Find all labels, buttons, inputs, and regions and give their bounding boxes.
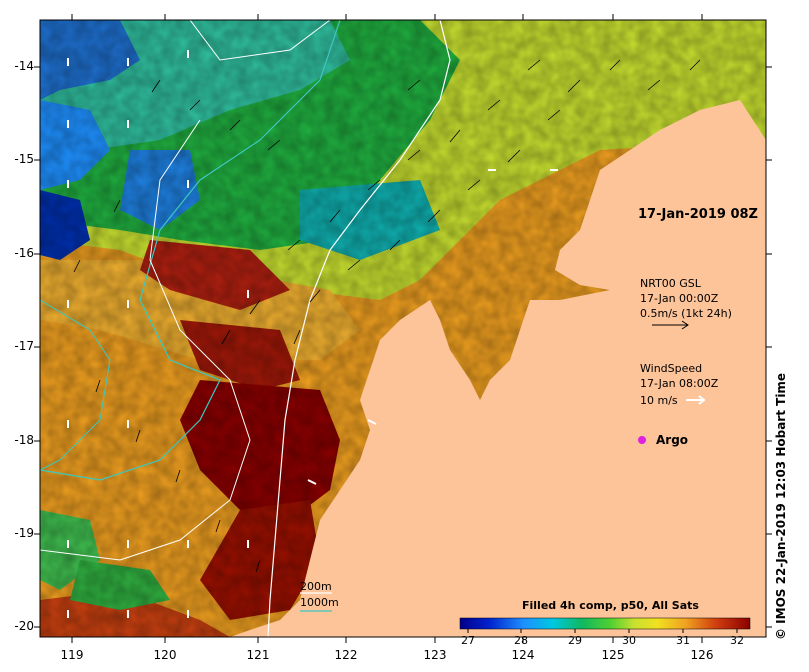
current-legend-arrow [652, 320, 689, 330]
colorbar-tick-label: 27 [461, 634, 475, 647]
x-tick-label: 120 [153, 648, 177, 662]
x-tick-label: 119 [60, 648, 84, 662]
current-legend-title: NRT00 GSL [640, 277, 701, 290]
sst-field [40, 20, 766, 637]
colorbar [459, 617, 751, 630]
x-tick-label: 123 [423, 648, 447, 662]
colorbar-tick-label: 30 [622, 634, 636, 647]
wind-vectors [67, 50, 558, 618]
colorbar-title: Filled 4h comp, p50, All Sats [522, 599, 699, 612]
colorbar-tick-label: 29 [568, 634, 582, 647]
current-vectors [73, 59, 701, 573]
y-tick-label: -20 [14, 619, 34, 633]
wind-legend-arrow [686, 395, 706, 405]
isobath-legend-1000-label: 1000m [300, 596, 339, 609]
current-legend-scale: 0.5m/s (1kt 24h) [640, 307, 732, 320]
imos-credit: © IMOS 22-Jan-2019 12:03 Hobart Time [774, 372, 788, 640]
colorbar-ticks [467, 629, 738, 633]
wind-legend-title: WindSpeed [640, 362, 703, 375]
wind-legend-scale: 10 m/s [640, 394, 678, 407]
plot-frame [39, 19, 767, 638]
x-tick-label: 121 [246, 648, 270, 662]
y-tick-label: -18 [14, 433, 34, 447]
axis-ticks [34, 14, 772, 643]
timestamp-label: 17-Jan-2019 08Z [638, 207, 758, 222]
y-tick-label: -17 [14, 339, 34, 353]
x-tick-label: 126 [690, 648, 714, 662]
isobath-legend-200-label: 200m [300, 580, 332, 593]
isobath-1000m-b [40, 299, 111, 471]
x-tick-label: 125 [601, 648, 625, 662]
isobath-200m-b [189, 20, 331, 61]
isobath-200m [267, 20, 451, 637]
colorbar-tick-label: 32 [730, 634, 744, 647]
australia-landmass [230, 20, 766, 637]
colorbar-tick-label: 31 [676, 634, 690, 647]
argo-marker [638, 436, 646, 444]
y-tick-label: -14 [14, 59, 34, 73]
y-tick-label: -19 [14, 526, 34, 540]
argo-label: Argo [656, 433, 689, 447]
isobath-white-c [40, 119, 251, 561]
y-tick-label: -15 [14, 152, 34, 166]
y-tick-label: -16 [14, 246, 34, 260]
x-tick-label: 124 [511, 648, 535, 662]
x-tick-label: 122 [334, 648, 358, 662]
wind-legend-time: 17-Jan 08:00Z [640, 377, 719, 390]
isobath-1000m [40, 20, 341, 481]
colorbar-tick-label: 28 [514, 634, 528, 647]
current-legend-time: 17-Jan 00:00Z [640, 292, 719, 305]
